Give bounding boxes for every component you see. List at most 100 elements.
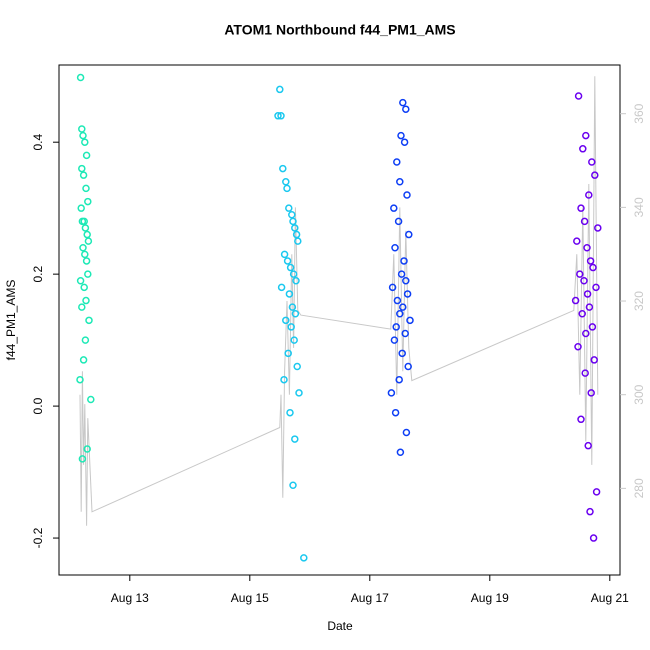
point: [394, 217, 403, 226]
point: [277, 112, 285, 120]
point: [288, 303, 297, 311]
point: [84, 270, 92, 278]
point: [78, 455, 87, 463]
point: [399, 303, 407, 311]
point: [292, 276, 300, 285]
point: [578, 309, 586, 318]
point: [81, 224, 90, 232]
y-tick-label: 0.4: [31, 134, 45, 151]
point: [388, 283, 397, 292]
point: [397, 131, 405, 140]
point: [590, 356, 598, 364]
point: [81, 336, 90, 344]
point: [403, 191, 411, 199]
x-tick-label: Aug 21: [591, 591, 629, 605]
point: [396, 448, 405, 457]
point: [76, 276, 85, 285]
point: [583, 290, 592, 298]
point: [293, 362, 301, 371]
point: [286, 408, 294, 417]
point: [289, 217, 297, 226]
point: [573, 237, 581, 245]
point: [279, 164, 287, 173]
point: [85, 316, 93, 325]
y2-tick-label: 280: [632, 478, 646, 498]
point: [393, 296, 402, 305]
point: [584, 441, 592, 450]
point: [393, 158, 401, 166]
point: [280, 375, 288, 384]
point: [81, 138, 89, 146]
point: [87, 395, 95, 404]
y-tick-label: 0.0: [31, 397, 45, 414]
point: [78, 125, 86, 133]
point: [392, 323, 400, 331]
point: [589, 534, 598, 542]
point: [81, 250, 89, 259]
point: [400, 138, 409, 146]
point: [292, 230, 301, 239]
plot-box: [58, 64, 621, 576]
point: [291, 435, 299, 443]
point: [588, 323, 597, 331]
point: [84, 197, 92, 206]
point: [282, 316, 290, 325]
point: [76, 73, 85, 82]
y2-tick-label: 320: [632, 291, 646, 311]
point: [579, 145, 587, 153]
point: [396, 178, 404, 186]
point: [402, 428, 411, 437]
point: [289, 270, 298, 278]
point: [291, 224, 299, 232]
point: [404, 362, 412, 371]
point: [395, 375, 403, 384]
point: [387, 389, 396, 397]
point: [283, 257, 292, 265]
point: [402, 105, 410, 113]
point: [580, 217, 589, 226]
x-axis-label: Date: [327, 619, 353, 633]
point: [79, 131, 87, 140]
point: [80, 283, 88, 292]
point: [402, 276, 410, 285]
y2-tick-label: 300: [632, 384, 646, 404]
point: [585, 303, 594, 311]
point: [79, 356, 88, 364]
x-tick-label: Aug 13: [111, 591, 149, 605]
point: [577, 415, 585, 424]
point: [285, 204, 293, 212]
point: [84, 237, 93, 245]
y2-tick-label: 340: [632, 197, 646, 217]
point: [282, 178, 290, 186]
point: [589, 263, 597, 272]
point: [400, 257, 408, 265]
point: [391, 408, 400, 417]
point: [583, 244, 591, 252]
x-tick-label: Aug 17: [351, 591, 389, 605]
point: [287, 323, 295, 331]
point: [290, 336, 298, 344]
point: [274, 112, 282, 120]
point: [586, 507, 594, 516]
point: [79, 244, 87, 252]
point: [580, 276, 588, 285]
point: [76, 375, 84, 384]
point: [588, 158, 596, 166]
point: [403, 290, 412, 298]
point: [286, 263, 295, 272]
point: [397, 270, 406, 278]
point: [276, 85, 284, 94]
point: [294, 237, 302, 245]
point: [295, 389, 303, 397]
point: [83, 445, 91, 453]
point: [585, 191, 593, 199]
point: [586, 257, 595, 265]
point: [582, 131, 590, 140]
line: [79, 76, 599, 526]
point: [581, 369, 589, 377]
point: [300, 554, 308, 562]
point: [574, 342, 582, 351]
point: [391, 244, 399, 252]
point: [398, 349, 406, 358]
